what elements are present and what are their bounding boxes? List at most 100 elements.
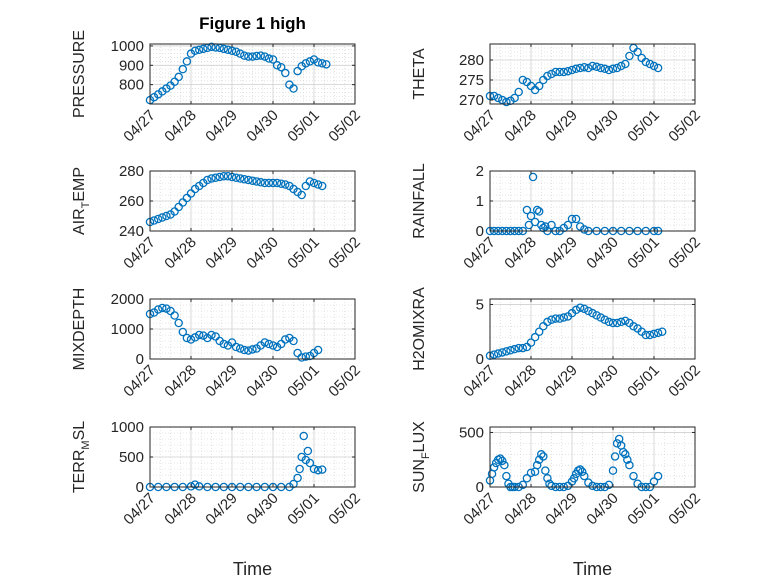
panel-8-data-point [543, 474, 552, 483]
panel-3-data-point [244, 175, 253, 185]
panel-3-data-point [207, 174, 216, 183]
panel-1-data-point [293, 66, 302, 76]
panel-1-y-tick-label: 1000 [111, 38, 144, 55]
panel-8-data-point [608, 466, 618, 475]
panel-6-data-point [657, 327, 667, 336]
panel-4-x-tick-label: 05/02 [665, 234, 704, 273]
panel-5-x-tick-label: 05/01 [284, 362, 323, 401]
panel-6-data-point [571, 305, 581, 315]
panel-5-data-point [207, 330, 216, 340]
panel-6-y-tick-label: 0 [476, 351, 484, 368]
panel-8-x-tick-label: 04/29 [542, 490, 581, 529]
panel-3-data-point [235, 174, 245, 183]
panel-1-data-point [199, 44, 208, 54]
panel-5-data-point [186, 335, 196, 344]
panel-5-data-point [178, 327, 188, 337]
panel-6-data-point [530, 332, 540, 342]
panel-3-data-point [153, 214, 163, 224]
panel-5-data-point [297, 353, 306, 362]
panel-4-data-point [528, 172, 538, 182]
panel-4-data-point [563, 220, 573, 230]
panel-6-data-point [649, 329, 659, 339]
panel-6-data-point [588, 308, 597, 318]
panel-6-data-point [584, 306, 593, 316]
panel-2-y-axis-label: THETA [411, 48, 428, 100]
panel-8-data-point [625, 460, 634, 470]
panel-1-data-point [260, 52, 270, 61]
panel-2-data-point [547, 69, 556, 79]
panel-1-data-point [207, 42, 216, 52]
panel-8-data-point [539, 452, 548, 461]
panel-6-data-point [506, 346, 515, 355]
panel-2-x-tick-label: 05/01 [624, 107, 663, 146]
panel-8-data-point [610, 452, 620, 461]
panel-1-x-tick-label: 05/02 [325, 107, 364, 146]
panel-3-data-point [305, 177, 315, 186]
panel-4-data-point [541, 222, 550, 231]
panel-8-x-tick-label: 05/02 [665, 490, 704, 529]
panel-6-data-point [518, 343, 528, 353]
panel-3-data-point [223, 171, 233, 181]
panel-6-data-point [526, 338, 536, 347]
panel-8-y-tick-label: 0 [476, 479, 484, 496]
panel-1-data-point [244, 52, 253, 61]
panel-5-data-point [231, 342, 241, 352]
panel-8-data-point [498, 456, 507, 466]
panel-4-y-tick-label: 1 [476, 193, 484, 210]
panel-2-data-point [596, 63, 605, 73]
panel-8-data-point [575, 465, 585, 474]
panel-5-data-point [162, 304, 171, 313]
panel-3-data-point [272, 178, 282, 188]
figure-title: Figure 1 high [199, 14, 306, 33]
panel-3-data-point [158, 213, 167, 222]
panel-3-data-point [162, 211, 171, 221]
panel-7-data-point [299, 431, 308, 441]
panel-8-data-point [522, 474, 532, 483]
panel-8-data-point [653, 471, 663, 481]
panel-5-x-tick-label: 04/30 [243, 362, 282, 401]
panel-7-x-tick-label: 04/29 [202, 490, 241, 529]
panel-7-y-tick-label: 0 [136, 479, 144, 496]
panel-3-data-point [260, 178, 270, 188]
panel-5-data-point [174, 318, 183, 328]
panel-4-data-point [522, 205, 532, 215]
panel-2-data-point [580, 62, 589, 72]
panel-1-data-point [289, 84, 298, 93]
panel-7-y-tick-label: 1000 [111, 419, 144, 436]
panel-6-data-point [600, 315, 610, 324]
panel-4-data-point [547, 220, 556, 230]
panel-6-y-axis-label: H2OMIXRA [411, 287, 428, 371]
panel-5-data-point [219, 339, 229, 349]
panel-5-data-point [182, 333, 192, 343]
panel-4-y-axis-label: RAINFALL [411, 163, 428, 239]
panel-3-data-point [264, 178, 274, 188]
panel-8-data-point [621, 450, 630, 459]
panel-2-data-point [518, 75, 528, 85]
panel-3-data-point [252, 177, 261, 186]
panel-6-x-tick-label: 04/29 [542, 362, 581, 401]
panel-5-data-point [264, 339, 274, 349]
panel-2-data-point [592, 62, 601, 72]
panel-8-data-point [541, 466, 550, 475]
panel-8-data-point [619, 447, 628, 457]
panel-7-data-point [295, 464, 304, 474]
panel-8-data-point [612, 439, 622, 448]
panel-2-x-tick-label: 04/27 [460, 107, 499, 146]
panel-2-data-point [514, 87, 523, 97]
panel-3-data-point [240, 174, 249, 184]
panel-6-data-point [580, 304, 589, 314]
panel-6-x-tick-label: 04/30 [583, 362, 622, 401]
panel-4-data-point [580, 225, 589, 234]
panel-2-data-point [559, 67, 569, 77]
panel-1-data-point [301, 59, 311, 68]
panel-2-data-point [612, 63, 622, 73]
panel-5-data-point [153, 305, 163, 314]
panel-5-x-tick-label: 05/02 [325, 362, 364, 401]
panel-8-y-axis-label: SUNFLUX [411, 421, 432, 493]
panel-1-data-point [178, 64, 188, 74]
panel-3-data-point [297, 190, 306, 200]
panel-2-data-point [653, 63, 663, 73]
panel-3-data-point [203, 175, 212, 185]
panel-3-x-tick-label: 04/30 [243, 234, 282, 273]
panel-2-data-point [616, 61, 626, 71]
